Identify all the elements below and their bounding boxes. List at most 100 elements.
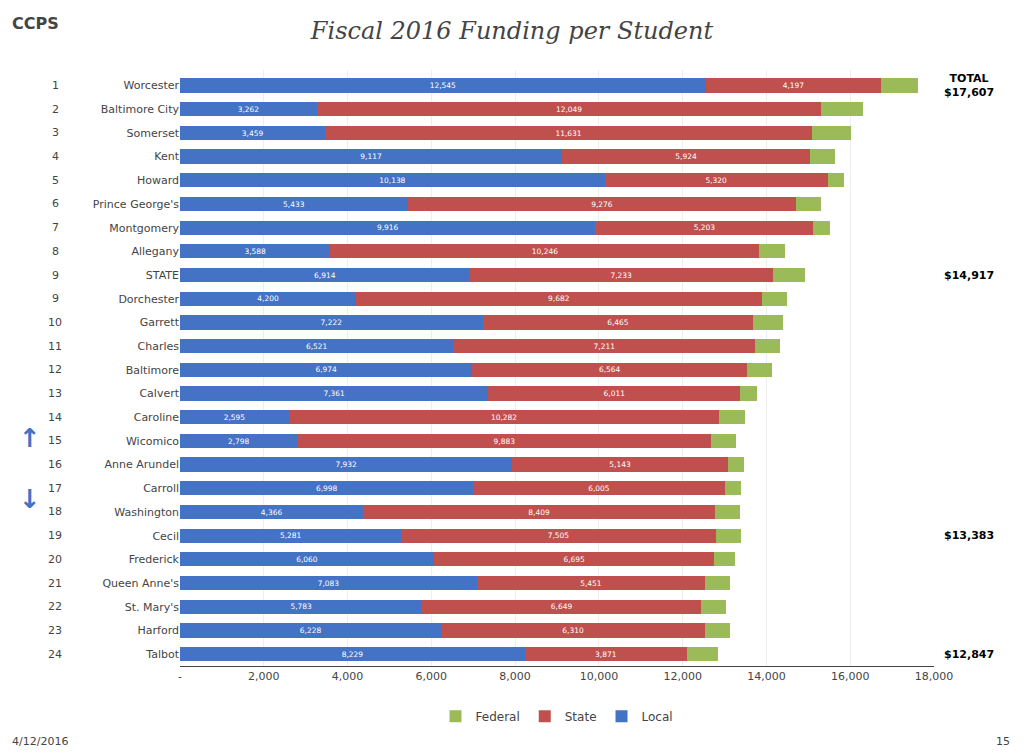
svg-text:5: 5	[52, 174, 59, 187]
svg-text:St. Mary's: St. Mary's	[125, 601, 180, 614]
svg-text:5,320: 5,320	[705, 176, 727, 185]
svg-text:13: 13	[48, 387, 62, 400]
svg-text:15: 15	[48, 434, 62, 447]
svg-text:5,203: 5,203	[694, 223, 716, 232]
svg-text:Charles: Charles	[138, 340, 180, 353]
svg-text:24: 24	[48, 648, 62, 661]
svg-text:6: 6	[52, 197, 59, 210]
svg-text:6,000: 6,000	[416, 670, 448, 683]
svg-text:TOTAL$17,607: TOTAL$17,607	[944, 72, 994, 99]
svg-text:7,505: 7,505	[548, 531, 570, 540]
svg-text:1: 1	[52, 79, 59, 92]
svg-text:7: 7	[52, 221, 59, 234]
svg-text:Federal: Federal	[476, 710, 520, 724]
svg-text:19: 19	[48, 529, 62, 542]
svg-text:Harford: Harford	[138, 624, 179, 637]
svg-text:6,695: 6,695	[563, 555, 585, 564]
svg-text:12,545: 12,545	[430, 81, 456, 90]
svg-text:Dorchester: Dorchester	[118, 293, 179, 306]
svg-text:Baltimore: Baltimore	[126, 364, 179, 377]
svg-text:22: 22	[48, 600, 62, 613]
svg-text:9,276: 9,276	[591, 200, 613, 209]
svg-text:10,000: 10,000	[580, 670, 619, 683]
svg-text:9,916: 9,916	[377, 223, 399, 232]
svg-text:23: 23	[48, 624, 62, 637]
svg-text:9: 9	[52, 269, 59, 282]
svg-text:7,361: 7,361	[323, 389, 345, 398]
svg-text:Queen Anne's: Queen Anne's	[102, 577, 179, 590]
svg-text:9,117: 9,117	[360, 152, 382, 161]
svg-text:11: 11	[48, 340, 62, 353]
svg-text:3,262: 3,262	[238, 105, 259, 114]
svg-text:8,229: 8,229	[342, 650, 364, 659]
svg-text:4: 4	[52, 150, 59, 163]
svg-text:Anne Arundel: Anne Arundel	[104, 458, 179, 471]
svg-text:3,871: 3,871	[595, 650, 617, 659]
svg-text:5,924: 5,924	[675, 152, 697, 161]
svg-text:10: 10	[48, 316, 62, 329]
svg-text:6,005: 6,005	[588, 484, 610, 493]
svg-text:2,595: 2,595	[224, 413, 246, 422]
svg-text:7,233: 7,233	[610, 271, 632, 280]
svg-text:4,200: 4,200	[257, 294, 279, 303]
svg-text:Worcester: Worcester	[124, 79, 180, 92]
svg-text:14: 14	[48, 411, 62, 424]
svg-text:Prince George's: Prince George's	[93, 198, 179, 211]
svg-text:4,197: 4,197	[783, 81, 805, 90]
svg-text:6,521: 6,521	[306, 342, 328, 351]
svg-text:8,000: 8,000	[499, 670, 531, 683]
svg-text:12: 12	[48, 363, 62, 376]
svg-text:5,143: 5,143	[609, 460, 631, 469]
svg-text:$14,917: $14,917	[944, 269, 994, 282]
svg-text:7,211: 7,211	[593, 342, 615, 351]
svg-text:↑: ↑	[19, 423, 41, 453]
svg-text:Carroll: Carroll	[143, 482, 179, 495]
svg-text:Fiscal 2016 Funding per Studen: Fiscal 2016 Funding per Student	[310, 17, 714, 45]
svg-text:Howard: Howard	[137, 174, 179, 187]
svg-text:6,564: 6,564	[599, 365, 621, 374]
svg-text:Cecil: Cecil	[152, 530, 179, 543]
svg-text:Kent: Kent	[154, 150, 179, 163]
svg-text:Frederick: Frederick	[129, 553, 180, 566]
svg-text:6,310: 6,310	[562, 626, 584, 635]
svg-text:$12,847: $12,847	[944, 648, 994, 661]
svg-text:6,228: 6,228	[300, 626, 322, 635]
svg-text:STATE: STATE	[146, 269, 179, 282]
svg-text:2,000: 2,000	[248, 670, 280, 683]
svg-text:7,222: 7,222	[321, 318, 342, 327]
svg-text:7,083: 7,083	[318, 579, 340, 588]
svg-text:10,138: 10,138	[379, 176, 405, 185]
svg-text:10,282: 10,282	[491, 413, 517, 422]
svg-text:9,682: 9,682	[548, 294, 569, 303]
svg-text:12,000: 12,000	[663, 670, 702, 683]
svg-text:Washington: Washington	[114, 506, 179, 519]
svg-text:8: 8	[52, 245, 59, 258]
svg-text:6,649: 6,649	[551, 602, 573, 611]
svg-text:14,000: 14,000	[747, 670, 786, 683]
svg-text:Baltimore City: Baltimore City	[101, 103, 180, 116]
svg-text:6,914: 6,914	[314, 271, 336, 280]
svg-text:↓: ↓	[19, 484, 41, 514]
svg-text:-: -	[178, 670, 182, 683]
svg-text:Allegany: Allegany	[131, 245, 179, 258]
svg-text:Talbot: Talbot	[145, 648, 179, 661]
svg-text:6,998: 6,998	[316, 484, 338, 493]
svg-text:16: 16	[48, 458, 62, 471]
svg-text:3: 3	[52, 126, 59, 139]
svg-text:12,049: 12,049	[556, 105, 582, 114]
svg-text:11,631: 11,631	[555, 129, 581, 138]
svg-text:10,246: 10,246	[532, 247, 558, 256]
svg-text:7,932: 7,932	[335, 460, 356, 469]
svg-text:9: 9	[52, 292, 59, 305]
svg-text:3,588: 3,588	[244, 247, 266, 256]
svg-text:4,366: 4,366	[261, 508, 283, 517]
svg-text:6,060: 6,060	[296, 555, 318, 564]
svg-text:4,000: 4,000	[332, 670, 364, 683]
svg-text:Somerset: Somerset	[126, 127, 179, 140]
svg-text:$13,383: $13,383	[944, 529, 994, 542]
svg-text:Montgomery: Montgomery	[109, 222, 179, 235]
svg-text:2,798: 2,798	[228, 437, 250, 446]
svg-text:5,451: 5,451	[580, 579, 602, 588]
svg-text:15: 15	[996, 735, 1010, 748]
svg-text:5,433: 5,433	[283, 200, 305, 209]
